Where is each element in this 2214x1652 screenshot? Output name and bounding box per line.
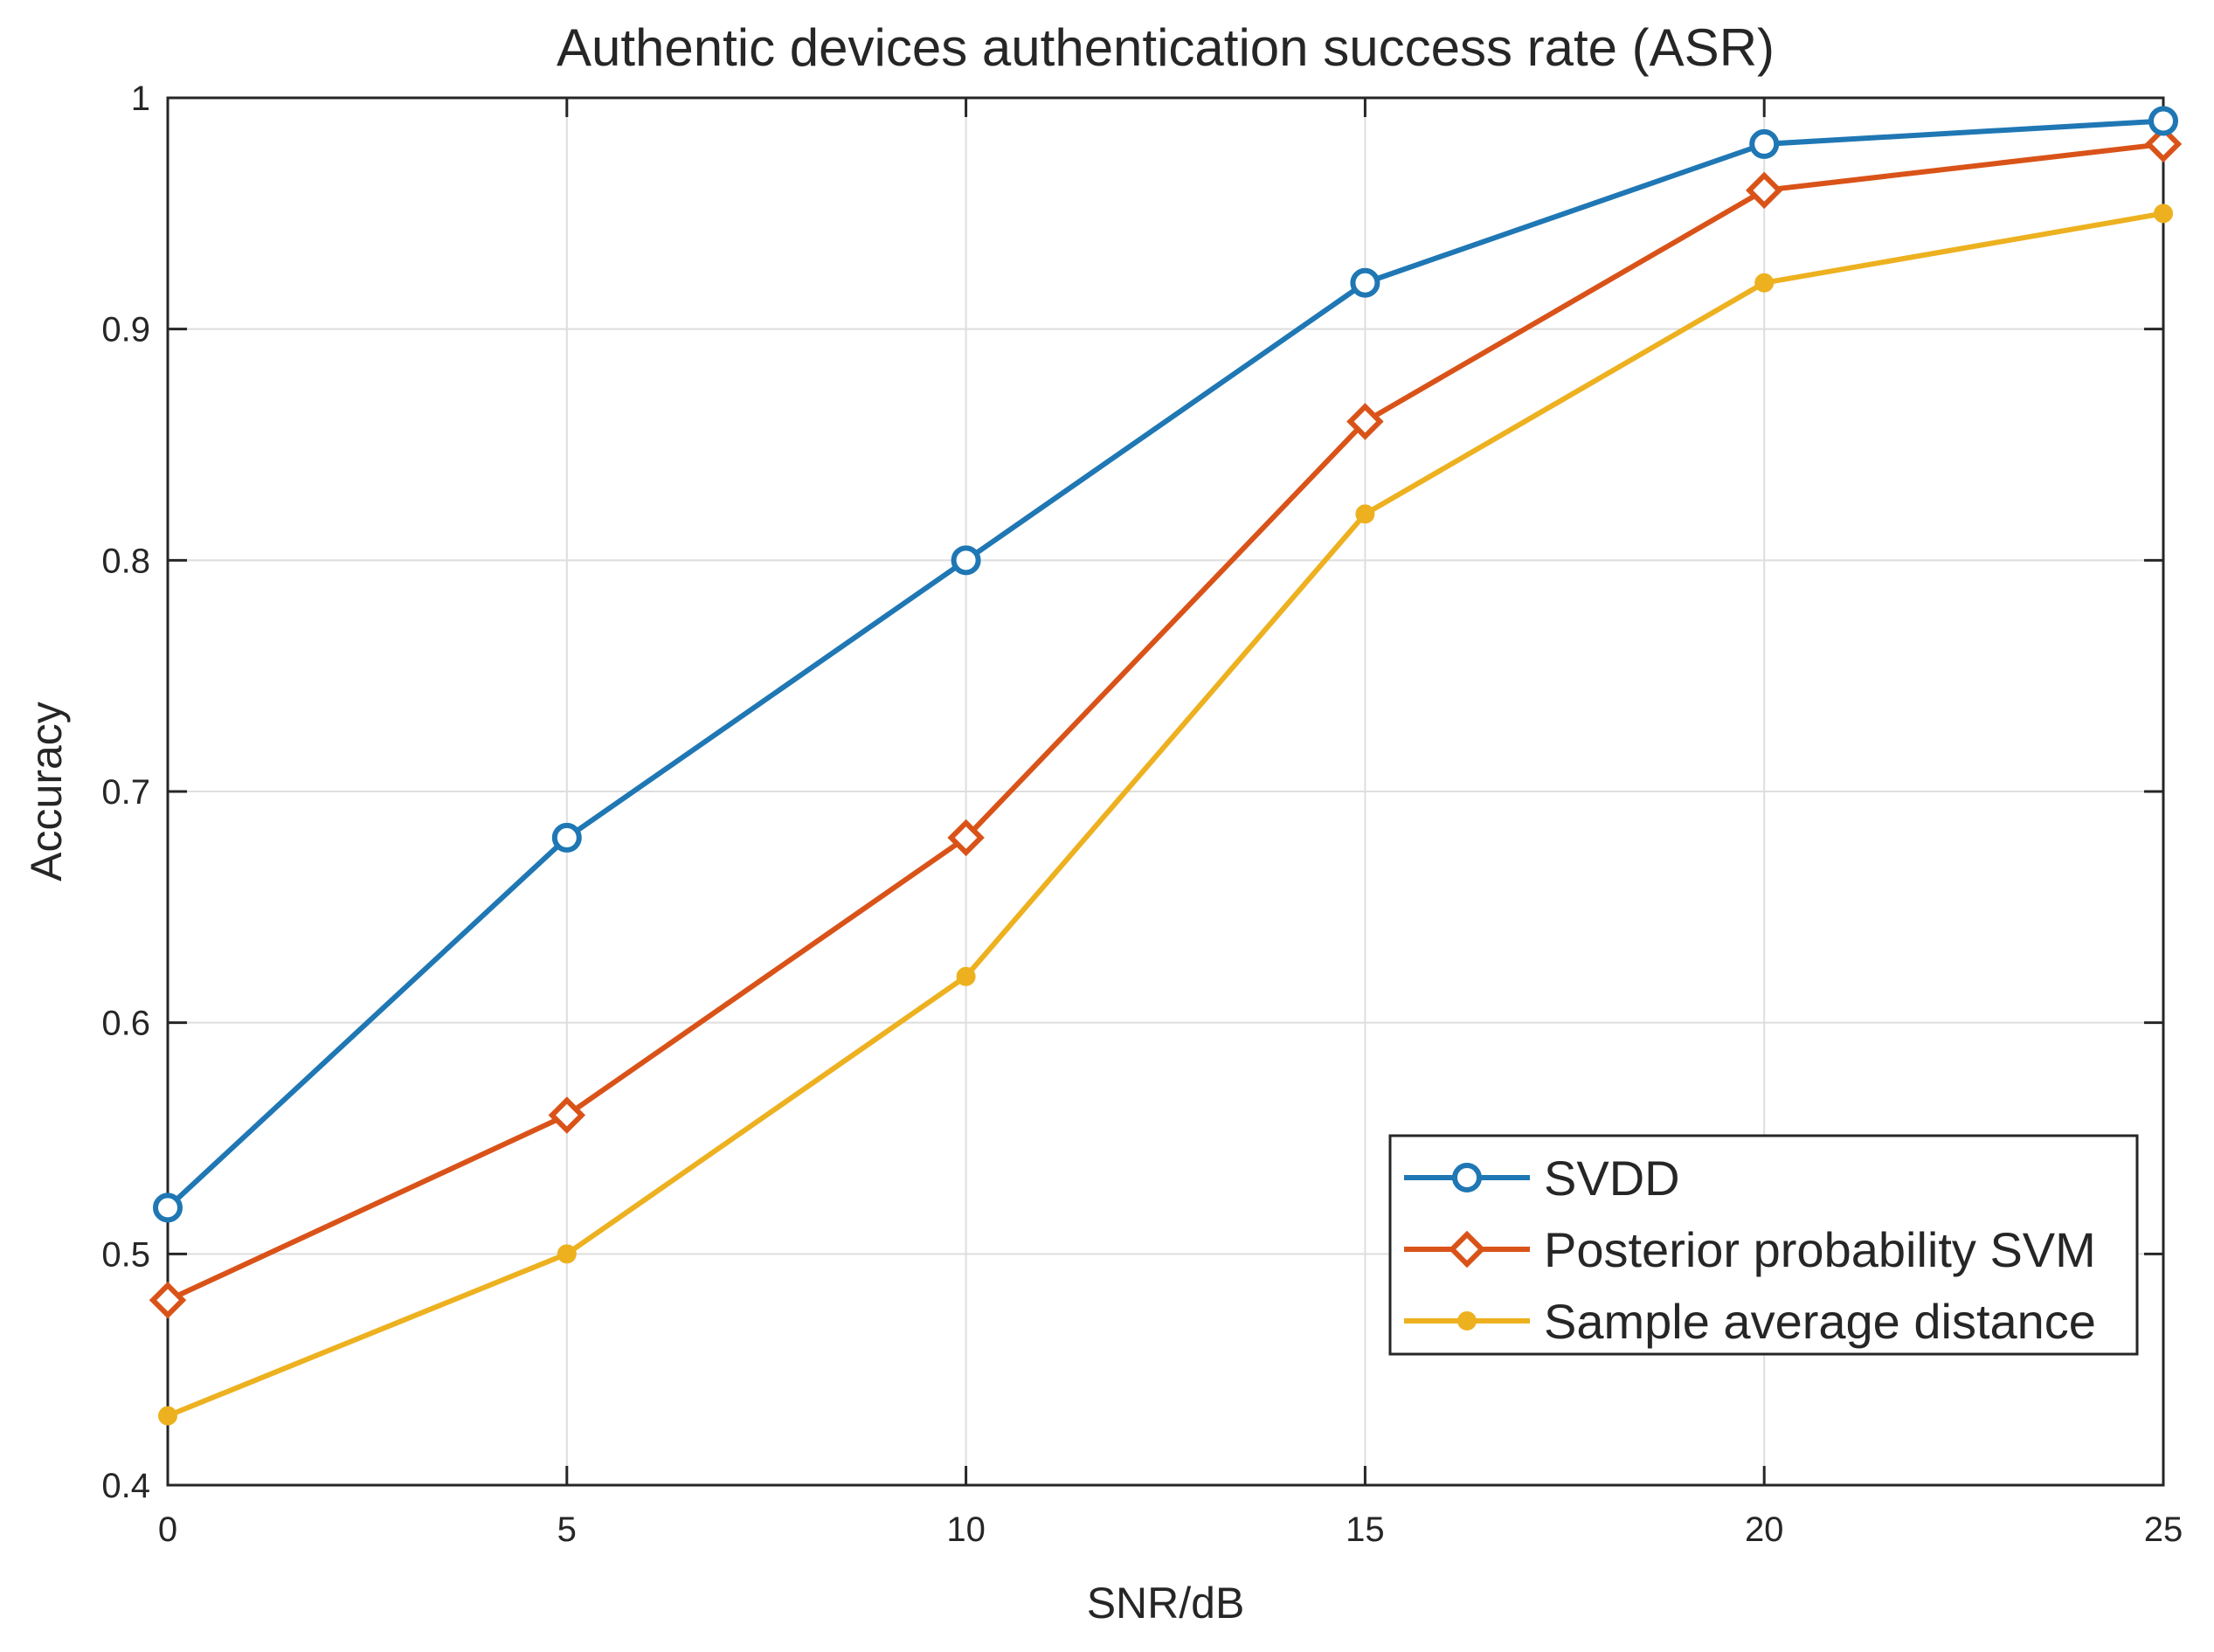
data-point [557,1244,577,1264]
series-sample-average-distance [158,204,2173,1426]
data-point [551,822,582,853]
chart-title: Authentic devices authentication success… [557,18,1775,77]
legend: SVDD Posterior probability SVM Sample aver… [1388,1134,2139,1356]
data-point [2144,125,2183,163]
x-tick-label: 20 [1745,1510,1784,1549]
data-point [548,1096,586,1134]
data-point [956,966,976,986]
y-tick-label: 0.5 [101,1235,150,1274]
legend-swatch-marker [1452,1163,1482,1192]
y-tick-label: 0.9 [101,311,150,349]
legend-label: Posterior probability SVM [1544,1222,2096,1277]
y-tick-label: 0.8 [101,542,150,580]
legend-swatch-marker [1448,1230,1486,1268]
legend-item: Sample average distance [1404,1294,2096,1349]
y-axis-label: Accuracy [22,702,71,881]
x-tick-label: 25 [2144,1510,2183,1549]
data-point [1355,504,1375,524]
legend-items: SVDD Posterior probability SVM Sample aver… [1404,1151,2096,1349]
x-tick-label: 15 [1346,1510,1385,1549]
data-point [2154,204,2173,224]
data-point [149,1282,187,1319]
series-line [166,211,2164,1419]
legend-item: SVDD [1404,1151,1680,1206]
y-tick-label: 0.7 [101,773,150,812]
data-point [2148,106,2178,136]
data-point [1350,267,1380,298]
y-tick-label: 0.4 [101,1467,150,1505]
legend-swatch-marker [1457,1311,1477,1331]
series-layer [149,106,2183,1426]
y-tick-label: 1 [131,79,150,118]
x-tick-label: 5 [557,1510,577,1549]
x-axis-label: SNR/dB [1087,1579,1245,1628]
series-posterior-probability-svm [149,125,2183,1319]
y-tick-label: 0.6 [101,1005,150,1043]
data-point [158,1406,177,1426]
legend-item: Posterior probability SVM [1404,1222,2096,1277]
y-tick-labels: 0.4 0.5 0.6 0.7 0.8 0.9 1 [101,79,150,1505]
data-point [1754,273,1775,293]
legend-label: SVDD [1544,1151,1680,1206]
data-point [1346,403,1384,440]
tick-layer [166,96,2165,1487]
data-point [947,819,985,857]
series-svdd [153,106,2178,1223]
data-point [1749,128,1780,159]
data-point [1745,171,1783,210]
x-tick-label: 10 [946,1510,986,1549]
series-line [165,118,2164,1210]
legend-label: Sample average distance [1544,1294,2096,1349]
series-line [166,141,2164,1303]
data-point [153,1192,183,1223]
legend-box [1388,1134,2139,1356]
data-point [951,545,981,576]
x-tick-label: 0 [158,1510,177,1549]
x-tick-labels: 0 5 10 15 20 25 [158,1510,2183,1549]
